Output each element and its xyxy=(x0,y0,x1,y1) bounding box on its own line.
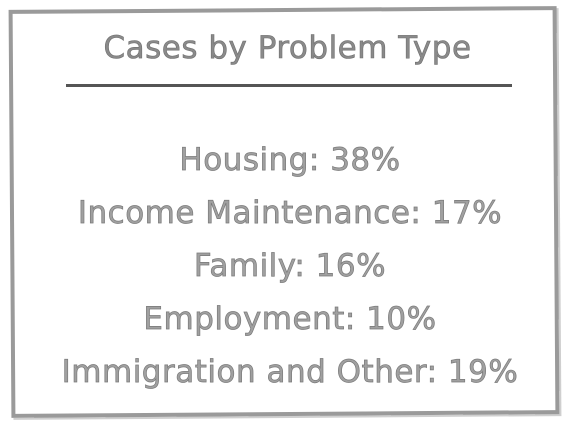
line-item: Family: 16% xyxy=(193,248,387,285)
line-item: Employment: 10% xyxy=(143,301,437,338)
line-item: Housing: 38% xyxy=(179,142,401,179)
line-list: Housing: 38% Income Maintenance: 17% Famil… xyxy=(20,134,560,399)
title-underline xyxy=(66,84,512,87)
line-item: Immigration and Other: 19% xyxy=(61,354,519,391)
title: Cases by Problem Type xyxy=(103,30,472,67)
line-item: Income Maintenance: 17% xyxy=(77,195,503,232)
